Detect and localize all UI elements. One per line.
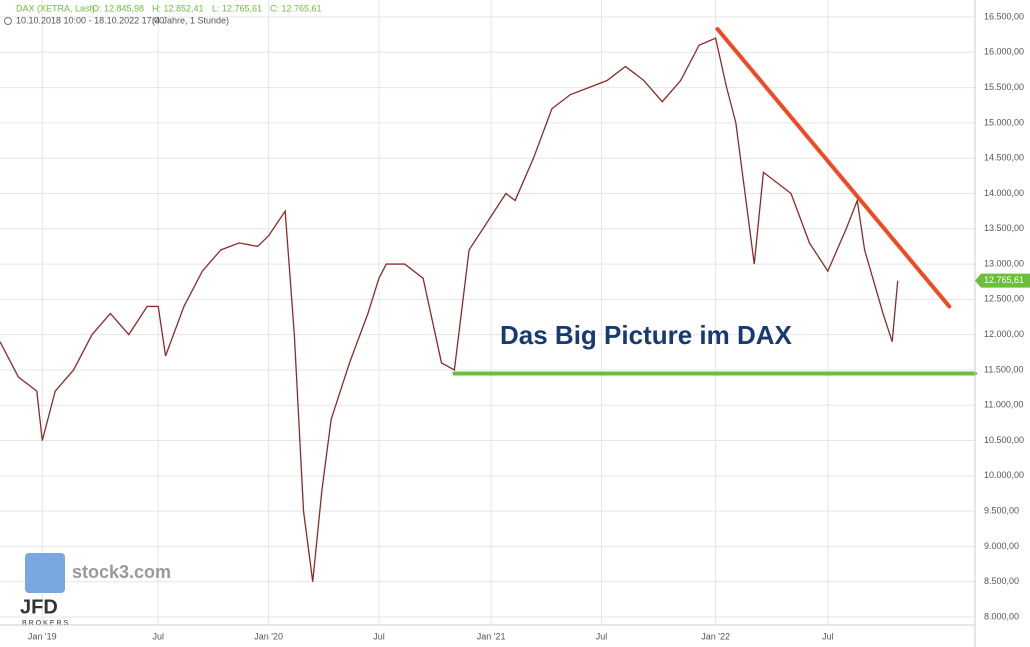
annotation: Das Big Picture im DAX [500, 320, 793, 350]
chart-period: (4 Jahre, 1 Stunde) [152, 15, 229, 25]
y-tick-label: 10.500,00 [984, 435, 1024, 445]
y-tick-label: 9.000,00 [984, 541, 1019, 551]
y-tick-label: 8.000,00 [984, 611, 1019, 621]
y-tick-label: 16.000,00 [984, 47, 1024, 57]
x-tick-label: Jan '21 [477, 631, 506, 641]
broker-logo: JFD [20, 596, 58, 618]
y-tick-label: 16.500,00 [984, 11, 1024, 21]
last-price-label: 12.765,61 [984, 275, 1024, 285]
y-tick-label: 11.500,00 [984, 364, 1023, 374]
watermark: stock3.com [72, 562, 171, 582]
y-tick-label: 15.000,00 [984, 117, 1024, 127]
y-tick-label: 12.500,00 [984, 294, 1024, 304]
y-tick-label: 12.000,00 [984, 329, 1024, 339]
chart-subtitle: 10.10.2018 10:00 - 18.10.2022 17:00 [16, 15, 164, 25]
trend-line [715, 27, 952, 309]
x-tick-label: Jan '19 [28, 631, 57, 641]
ohlc-low: L: 12.765,61 [212, 3, 262, 13]
x-tick-label: Jul [152, 631, 164, 641]
logo-box [25, 553, 65, 593]
clock-icon [4, 17, 12, 25]
y-tick-label: 14.500,00 [984, 153, 1024, 163]
last-price-tag [975, 273, 1030, 288]
y-tick-label: 10.000,00 [984, 470, 1024, 480]
y-tick-label: 13.000,00 [984, 258, 1024, 268]
y-tick-label: 8.500,00 [984, 576, 1019, 586]
chart-title: DAX (XETRA, Last) [16, 3, 95, 13]
y-tick-label: 13.500,00 [984, 223, 1024, 233]
x-tick-label: Jan '20 [254, 631, 283, 641]
broker-sub: BROKERS [22, 620, 70, 627]
x-tick-label: Jul [822, 631, 834, 641]
x-tick-label: Jul [596, 631, 608, 641]
y-tick-label: 14.000,00 [984, 188, 1024, 198]
ohlc-open: O: 12.845,98 [92, 3, 144, 13]
price-line [0, 37, 899, 582]
y-tick-label: 15.500,00 [984, 82, 1024, 92]
ohlc-close: C: 12.765,61 [270, 3, 322, 13]
y-tick-label: 9.500,00 [984, 506, 1019, 516]
ohlc-high: H: 12.852,41 [152, 3, 204, 13]
x-tick-label: Jul [373, 631, 385, 641]
y-tick-label: 11.000,00 [984, 400, 1023, 410]
x-tick-label: Jan '22 [701, 631, 730, 641]
